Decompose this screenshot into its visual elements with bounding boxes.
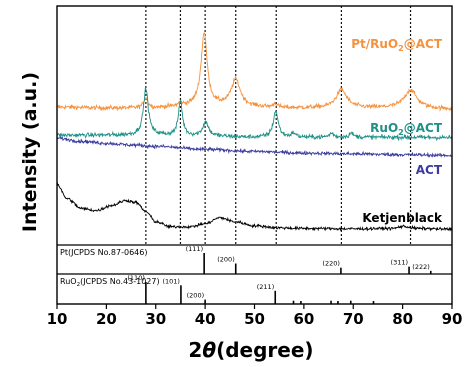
x-tick-label-0: 10 — [47, 310, 68, 328]
series-group — [56, 32, 453, 232]
reference-title-0: Pt(JCPDS No.87-0646) — [60, 248, 147, 257]
x-axis-title-theta: θ — [202, 338, 216, 362]
series-label-0: Pt/RuO2@ACT — [351, 37, 443, 53]
x-tick-label-3: 40 — [195, 310, 216, 328]
series-line-3 — [56, 182, 453, 232]
reference-peak-label-0-4: (222) — [412, 263, 429, 271]
reference-peak-label-1-3: (211) — [257, 283, 274, 291]
reference-peak-label-1-1: (101) — [162, 277, 179, 285]
reference-peak-label-0-0: (111) — [186, 245, 203, 253]
reference-panels: Pt(JCPDS No.87-0646) (111) (200) (220) (311)… — [60, 245, 432, 304]
reference-peak-label-0-1: (200) — [217, 256, 234, 264]
series-line-1 — [56, 87, 453, 142]
series-line-2 — [56, 136, 452, 158]
reference-peak-label-0-3: (311) — [391, 259, 408, 267]
x-axis-title-prefix: 2 — [188, 338, 202, 362]
x-tick-label-5: 60 — [293, 310, 314, 328]
reference-peak-label-1-0: (110) — [127, 274, 144, 282]
reference-title-1: RuO2(JCPDS No.43-1027) — [60, 277, 160, 288]
y-axis-title: Intensity (a.u.) — [19, 72, 41, 232]
x-ticks: 10 20 30 40 50 60 70 80 90 — [47, 304, 463, 328]
reference-panel-0: Pt(JCPDS No.87-0646) (111) (200) (220) (311)… — [60, 245, 432, 274]
x-tick-label-4: 50 — [244, 310, 265, 328]
series-labels: Pt/RuO2@ACT RuO2@ACT ACT Ketjenblack — [351, 37, 443, 225]
x-tick-label-6: 70 — [343, 310, 364, 328]
x-tick-label-2: 30 — [145, 310, 166, 328]
x-tick-label-8: 90 — [442, 310, 463, 328]
series-label-1: RuO2@ACT — [370, 121, 443, 137]
x-axis-title: 2θ(degree) — [188, 338, 313, 362]
reference-panel-1: RuO2(JCPDS No.43-1027)(110) (101) (200) (21… — [60, 274, 375, 304]
reference-peak-label-0-2: (220) — [322, 260, 339, 268]
series-label-2: ACT — [416, 163, 443, 177]
x-tick-label-7: 80 — [392, 310, 413, 328]
x-tick-label-1: 20 — [96, 310, 117, 328]
series-label-3: Ketjenblack — [362, 211, 443, 225]
x-axis-title-suffix: (degree) — [216, 338, 313, 362]
series-line-0 — [56, 32, 453, 112]
reference-peak-label-1-2: (200) — [187, 292, 204, 300]
